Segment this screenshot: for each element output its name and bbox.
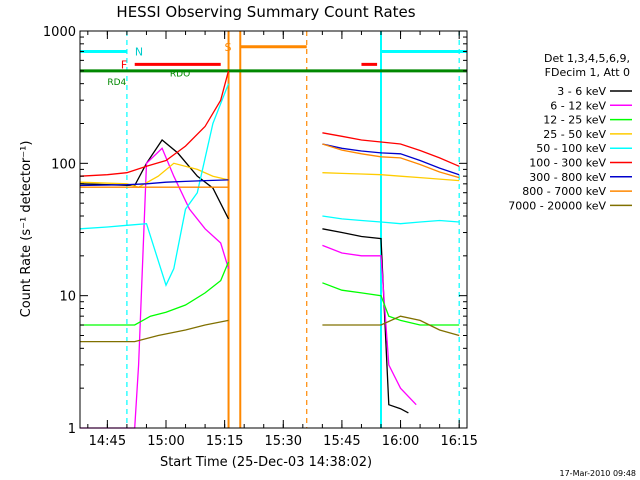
legend-label-800-7000-kev: 800 - 7000 keV <box>522 185 606 198</box>
x-tick-label: 16:00 <box>382 434 419 449</box>
x-tick-label: 16:15 <box>440 434 477 449</box>
series-line-100-300-kev <box>79 70 460 177</box>
y-axis: 1 10 100 1000 <box>43 25 467 437</box>
y-tick-label: 1000 <box>43 25 76 40</box>
series-line-800-7000-kev <box>80 143 460 188</box>
legend-title-line-1: Det 1,3,4,5,6,9, <box>544 52 630 65</box>
x-tick-label: 15:30 <box>265 434 302 449</box>
plot-frame <box>79 30 468 429</box>
x-tick-label: 15:15 <box>206 434 243 449</box>
series-line-7000-20000-kev <box>80 315 460 343</box>
annotation-rd4: RD4 <box>107 78 126 88</box>
series-line-6-12-kev <box>80 147 417 429</box>
legend-label-50-100-kev: 50 - 100 keV <box>536 142 606 155</box>
y-tick-label: 10 <box>59 290 76 305</box>
series-line-50-100-kev <box>79 83 460 287</box>
chart-title: HESSI Observing Summary Count Rates <box>116 3 415 21</box>
legend-label-100-300-kev: 100 - 300 keV <box>529 157 606 170</box>
annotation-night: N <box>135 45 143 58</box>
legend-label-12-25-kev: 12 - 25 keV <box>543 114 606 127</box>
legend-label-3-6-kev: 3 - 6 keV <box>557 85 606 98</box>
legend: Det 1,3,4,5,6,9, FDecim 1, Att 0 3 - 6 k… <box>508 52 632 212</box>
annotation-rdo: RDO <box>170 69 190 79</box>
legend-label-6-12-kev: 6 - 12 keV <box>550 99 606 112</box>
legend-title-line-2: FDecim 1, Att 0 <box>545 66 630 79</box>
series-line-3-6-kev <box>79 139 409 414</box>
legend-label-25-50-kev: 25 - 50 keV <box>543 128 606 141</box>
y-tick-label: 1 <box>68 422 76 437</box>
series-line-300-800-kev <box>79 143 460 187</box>
legend-label-300-800-kev: 300 - 800 keV <box>529 171 606 184</box>
footer-timestamp: 17-Mar-2010 09:48 <box>560 469 637 478</box>
annotation-saa: S <box>224 41 231 54</box>
y-axis-label: Count Rate (s⁻¹ detector⁻¹) <box>19 141 34 318</box>
annotation-flare: F <box>121 58 127 71</box>
x-axis-label: Start Time (25-Dec-03 14:38:02) <box>160 455 372 470</box>
x-tick-label: 15:45 <box>323 434 360 449</box>
plot-area: N S F RDO RD4 <box>79 31 467 429</box>
series-line-12-25-kev <box>80 261 460 326</box>
y-tick-label: 100 <box>51 157 76 172</box>
x-tick-label: 15:00 <box>147 434 184 449</box>
x-tick-label: 14:45 <box>89 434 126 449</box>
legend-label-7000-20000-kev: 7000 - 20000 keV <box>508 199 606 212</box>
x-axis: 14:45 15:00 15:15 15:30 15:45 16:00 16:15 <box>87 31 478 449</box>
